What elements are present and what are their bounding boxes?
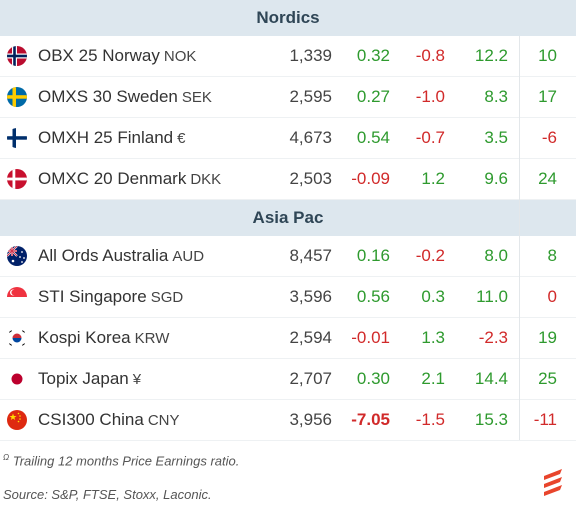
change-2: 0.3 xyxy=(421,287,445,306)
table-row: Topix Japan ¥ 2,707 0.30 2.1 14.4 25 xyxy=(0,359,576,400)
pe-ratio: -11 xyxy=(533,410,557,429)
currency-code: CNY xyxy=(147,412,180,429)
pe-ratio: 10 xyxy=(538,46,557,65)
korea-flag-icon xyxy=(7,328,27,348)
table-row: OMXH 25 Finland € 4,673 0.54 -0.7 3.5 -6 xyxy=(0,118,576,159)
index-level: 3,956 xyxy=(289,410,332,429)
table-row: OMXC 20 Denmark DKK 2,503 -0.09 1.2 9.6 24 xyxy=(0,159,576,200)
market-table: Nordics OBX 25 Norway NOK 1,339 0.32 -0.8 12.2… xyxy=(0,0,576,441)
australia-flag-icon xyxy=(7,246,27,266)
change-3: 15.3 xyxy=(474,410,508,429)
change-1: 0.56 xyxy=(356,287,390,306)
currency-code: AUD xyxy=(172,248,205,265)
section-header: Asia Pac xyxy=(0,200,576,236)
change-2: 1.3 xyxy=(421,328,445,347)
pe-ratio: 0 xyxy=(547,287,557,306)
index-level: 2,595 xyxy=(289,87,332,106)
change-2: -0.7 xyxy=(415,128,445,147)
index-name: OMXC 20 Denmark DKK xyxy=(38,169,222,188)
change-3: 8.0 xyxy=(484,246,508,265)
pe-ratio: 25 xyxy=(538,369,557,388)
pe-ratio: 19 xyxy=(538,328,557,347)
change-1: 0.27 xyxy=(356,87,390,106)
currency-code: DKK xyxy=(190,171,222,188)
brand-logo-icon xyxy=(544,469,562,496)
index-name: OBX 25 Norway NOK xyxy=(38,46,197,65)
denmark-flag-icon xyxy=(7,169,27,189)
column-divider xyxy=(519,36,520,440)
change-2: -1.5 xyxy=(415,410,445,429)
table-row: OMXS 30 Sweden SEK 2,595 0.27 -1.0 8.3 17 xyxy=(0,77,576,118)
index-name: CSI300 China CNY xyxy=(38,410,180,429)
table-row: Kospi Korea KRW 2,594 -0.01 1.3 -2.3 19 xyxy=(0,318,576,359)
change-1: -0.01 xyxy=(351,328,390,347)
index-level: 3,596 xyxy=(289,287,332,306)
japan-flag-icon xyxy=(7,369,27,389)
pe-ratio: 24 xyxy=(538,169,557,188)
pe-ratio: 8 xyxy=(547,246,557,265)
currency-code: SEK xyxy=(181,89,212,106)
change-2: 2.1 xyxy=(421,369,445,388)
pe-ratio: 17 xyxy=(538,87,557,106)
change-2: 1.2 xyxy=(421,169,445,188)
change-1: -7.05 xyxy=(351,410,390,429)
table-row: All Ords Australia AUD 8,457 0.16 -0.2 8.0 8 xyxy=(0,236,576,277)
change-3: 14.4 xyxy=(474,369,508,388)
index-name: Kospi Korea KRW xyxy=(38,328,170,347)
index-level: 1,339 xyxy=(289,46,332,65)
change-3: 11.0 xyxy=(476,287,508,306)
change-1: 0.16 xyxy=(356,246,390,265)
footnote: Ω Trailing 12 months Price Earnings rati… xyxy=(3,453,240,469)
table-row: CSI300 China CNY 3,956 -7.05 -1.5 15.3 -11 xyxy=(0,400,576,441)
table-row: STI Singapore SGD 3,596 0.56 0.3 11.0 0 xyxy=(0,277,576,318)
currency-code: NOK xyxy=(163,48,197,65)
index-name: OMXH 25 Finland € xyxy=(38,128,186,147)
index-level: 2,707 xyxy=(289,369,332,388)
currency-code: € xyxy=(177,130,186,147)
china-flag-icon xyxy=(7,410,27,430)
change-1: -0.09 xyxy=(351,169,390,188)
section-header: Nordics xyxy=(0,0,576,36)
index-level: 2,503 xyxy=(289,169,332,188)
currency-code: KRW xyxy=(134,330,170,347)
change-3: 3.5 xyxy=(484,128,508,147)
change-3: -2.3 xyxy=(478,328,508,347)
index-level: 4,673 xyxy=(289,128,332,147)
change-2: -0.2 xyxy=(415,246,445,265)
table-row: OBX 25 Norway NOK 1,339 0.32 -0.8 12.2 10 xyxy=(0,36,576,77)
index-name: STI Singapore SGD xyxy=(38,287,184,306)
index-level: 8,457 xyxy=(289,246,332,265)
pe-ratio: -6 xyxy=(541,128,557,147)
index-name: OMXS 30 Sweden SEK xyxy=(38,87,212,106)
change-3: 12.2 xyxy=(474,46,508,65)
change-2: -1.0 xyxy=(415,87,445,106)
singapore-flag-icon xyxy=(7,287,27,307)
change-1: 0.30 xyxy=(356,369,390,388)
change-1: 0.32 xyxy=(356,46,390,65)
finland-flag-icon xyxy=(7,128,27,148)
index-name: All Ords Australia AUD xyxy=(38,246,205,265)
index-level: 2,594 xyxy=(289,328,332,347)
currency-code: SGD xyxy=(150,289,184,306)
norway-flag-icon xyxy=(7,46,27,66)
change-3: 9.6 xyxy=(484,169,508,188)
change-2: -0.8 xyxy=(415,46,445,65)
index-name: Topix Japan ¥ xyxy=(38,369,142,388)
source-note: Source: S&P, FTSE, Stoxx, Laconic. xyxy=(3,487,212,502)
change-3: 8.3 xyxy=(484,87,508,106)
change-1: 0.54 xyxy=(356,128,390,147)
sweden-flag-icon xyxy=(7,87,27,107)
currency-code: ¥ xyxy=(132,371,142,388)
